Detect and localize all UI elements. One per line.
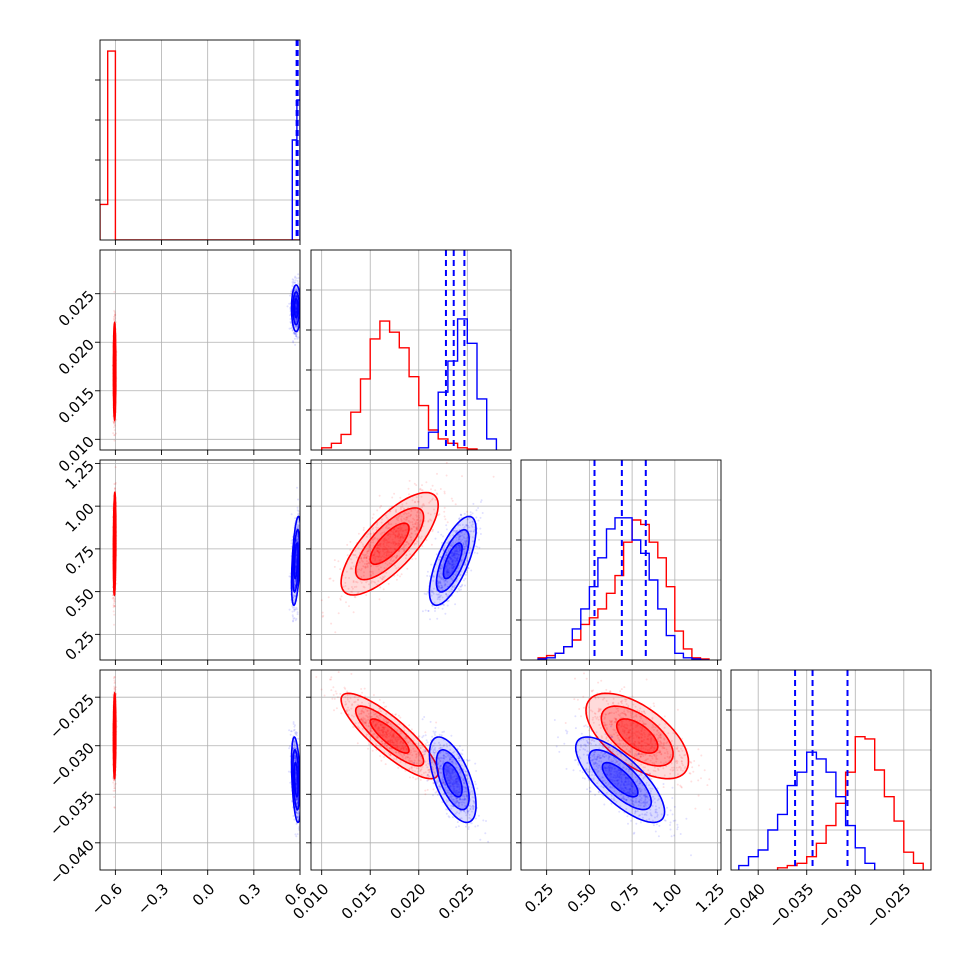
density-contour-series-0 (340, 491, 440, 596)
density-contour-series-0 (369, 522, 410, 566)
panel-frame (310, 249, 512, 451)
x-tick-label: −0.3 (134, 880, 172, 918)
density-contour-series-1 (588, 748, 653, 811)
density-contour-series-1 (601, 761, 639, 798)
panel-frame (99, 459, 301, 661)
panel-frame (310, 459, 512, 661)
density-contour-series-1 (293, 761, 299, 798)
x-tick-label: 0.3 (235, 880, 265, 910)
scatter-panel-2-0: 0.250.500.751.001.25 (62, 457, 301, 665)
density-contour-series-0 (340, 692, 439, 780)
scatter-panel-3-0: −0.040−0.035−0.030−0.025−0.6 −0.3 0.0 0.3 0.… (46, 669, 311, 919)
scatter-panel-3-1: 0.010 0.015 0.020 0.025 (289, 669, 512, 923)
y-tick-label: 0.025 (55, 287, 98, 330)
y-tick-label: −0.030 (46, 739, 98, 791)
histogram-panel-2 (516, 459, 722, 665)
x-tick-label: 0.50 (564, 880, 600, 916)
y-tick-label: −0.040 (46, 836, 98, 888)
y-tick-label: −0.035 (46, 788, 98, 840)
x-tick-label: −0.030 (814, 880, 866, 932)
x-tick-label: 0.015 (338, 880, 381, 923)
x-tick-label: 0.25 (521, 880, 557, 916)
histogram-panel-3: −0.040−0.035−0.030−0.025 (717, 669, 932, 932)
y-tick-label: 0.015 (55, 384, 98, 427)
histogram-series-1 (418, 318, 498, 450)
panel-frame (730, 669, 932, 871)
histogram-series-1 (738, 751, 876, 870)
y-tick-label: −0.025 (46, 690, 98, 742)
scatter-points-series-0 (320, 461, 495, 634)
histogram-panel-0 (95, 39, 301, 245)
density-contour-series-1 (442, 542, 463, 580)
scatter-points-series-0 (564, 672, 721, 811)
x-tick-label: −0.035 (765, 880, 817, 932)
histogram-series-0 (776, 736, 924, 870)
panel-frame (520, 459, 722, 661)
x-tick-label: 0.0 (189, 880, 219, 910)
x-tick-label: 1.25 (692, 880, 728, 916)
density-contour-series-1 (428, 736, 477, 824)
scatter-panel-3-2: 0.25 0.50 0.75 1.00 1.25 (516, 669, 728, 916)
density-contour-series-1 (293, 542, 299, 580)
panel-frame (99, 669, 301, 871)
x-tick-label: −0.6 (88, 880, 126, 918)
scatter-panel-2-1 (306, 459, 512, 665)
x-tick-label: −0.025 (863, 880, 915, 932)
histogram-panel-1 (306, 249, 512, 455)
histogram-series-1 (537, 517, 709, 660)
y-tick-label: 0.50 (62, 585, 98, 621)
x-tick-label: 0.025 (435, 880, 478, 923)
histogram-series-0 (100, 50, 300, 240)
density-contour-series-0 (113, 521, 116, 567)
density-contour-series-0 (615, 718, 659, 754)
density-contour-series-0 (354, 507, 425, 581)
y-tick-label: 1.00 (62, 499, 98, 535)
x-tick-label: 0.75 (607, 880, 643, 916)
panel-frame (520, 669, 722, 871)
x-tick-label: 1.00 (649, 880, 685, 916)
panel-frame (99, 249, 301, 451)
panel-frame (99, 39, 301, 241)
density-contour-series-1 (574, 736, 666, 824)
density-contour-series-1 (442, 761, 463, 798)
density-contour-series-0 (113, 716, 116, 754)
density-contour-series-0 (354, 705, 425, 767)
density-contour-series-1 (428, 515, 477, 607)
x-tick-label: −0.040 (717, 880, 769, 932)
y-tick-label: 0.020 (55, 336, 98, 379)
x-tick-label: 0.020 (386, 880, 429, 923)
density-contour-series-0 (369, 718, 410, 754)
y-tick-label: 0.75 (62, 542, 98, 578)
y-tick-label: 0.25 (62, 628, 98, 664)
histogram-series-0 (537, 519, 710, 660)
density-contour-series-1 (293, 297, 299, 319)
density-contour-series-0 (113, 349, 116, 393)
density-contour-series-0 (585, 692, 690, 780)
panel-frame (310, 669, 512, 871)
